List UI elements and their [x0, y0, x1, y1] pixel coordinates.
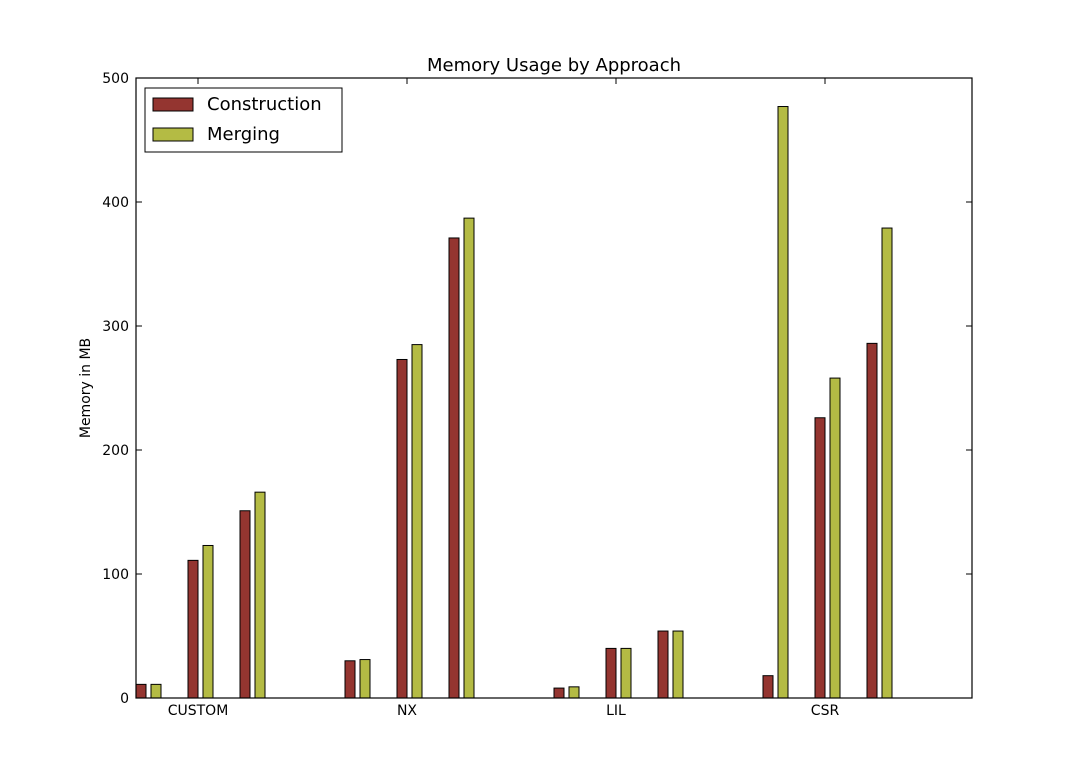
bar-csr-merging-1	[777, 106, 789, 699]
bar-nx-construction-2	[396, 358, 408, 699]
bar-custom-construction-3	[239, 510, 251, 699]
y-tick-label: 500	[102, 71, 129, 87]
y-tick-label: 400	[102, 195, 129, 211]
bar-nx-construction-3	[448, 237, 460, 699]
bar-csr-merging-3	[881, 227, 893, 699]
x-tick-label-nx: NX	[397, 703, 417, 719]
y-tick-label: 300	[102, 319, 129, 335]
legend-swatch-merging	[152, 127, 194, 142]
bar-custom-merging-1	[150, 683, 162, 699]
bar-csr-construction-2	[814, 417, 826, 699]
bar-lil-construction-2	[605, 647, 617, 699]
x-axis: CUSTOM NX LIL CSR	[168, 78, 840, 719]
x-tick-label-custom: CUSTOM	[168, 703, 229, 719]
x-tick-label-csr: CSR	[811, 703, 840, 719]
bar-lil-construction-3	[657, 630, 669, 699]
legend: Construction Merging	[144, 87, 343, 153]
bar-custom-merging-2	[202, 544, 214, 699]
bar-nx-merging-1	[359, 659, 371, 699]
bar-lil-merging-2	[620, 647, 632, 699]
bar-csr-construction-1	[762, 675, 774, 699]
plot-frame	[135, 77, 973, 699]
y-tick-label: 0	[120, 691, 129, 707]
bar-custom-construction-2	[187, 559, 199, 699]
bar-lil-merging-1	[568, 686, 580, 699]
bar-nx-merging-3	[463, 217, 475, 699]
y-axis-label: Memory in MB	[78, 338, 94, 438]
bars-layer	[135, 106, 893, 699]
y-axis: 0 100 200 300 400 500	[102, 71, 972, 707]
y-tick-label: 100	[102, 567, 129, 583]
x-tick-label-lil: LIL	[606, 703, 626, 719]
bar-custom-merging-3	[254, 491, 266, 699]
bar-csr-construction-3	[866, 342, 878, 699]
bar-lil-construction-1	[553, 687, 565, 699]
legend-label-construction: Construction	[207, 94, 322, 115]
chart-title: Memory Usage by Approach	[427, 55, 681, 76]
bar-custom-construction-1	[135, 683, 147, 699]
bar-nx-construction-1	[344, 660, 356, 699]
legend-swatch-construction	[152, 97, 194, 112]
bar-lil-merging-3	[672, 630, 684, 699]
y-tick-label: 200	[102, 443, 129, 459]
legend-label-merging: Merging	[207, 124, 280, 145]
bar-csr-merging-2	[829, 377, 841, 699]
bar-nx-merging-2	[411, 344, 423, 699]
